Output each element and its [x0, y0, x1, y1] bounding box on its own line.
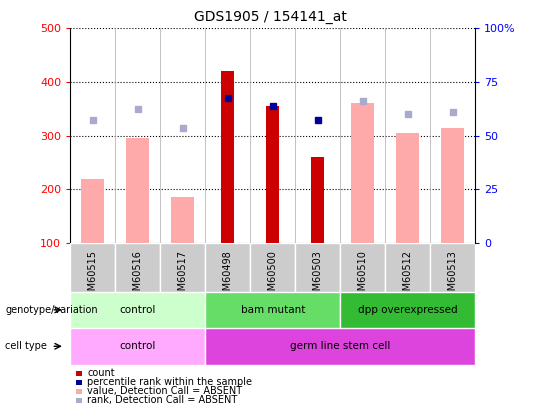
Bar	[396, 133, 419, 243]
Text: genotype/variation: genotype/variation	[5, 305, 98, 315]
Bar	[340, 292, 475, 328]
Text: GSM60515: GSM60515	[87, 250, 98, 303]
Text: GSM60500: GSM60500	[268, 250, 278, 303]
Bar	[311, 157, 325, 243]
Bar	[250, 243, 295, 292]
Bar	[70, 243, 115, 292]
Bar	[160, 243, 205, 292]
Text: GSM60498: GSM60498	[222, 250, 233, 303]
Bar	[430, 243, 475, 292]
Text: GSM60510: GSM60510	[357, 250, 368, 303]
Bar	[82, 179, 104, 243]
Text: GSM60513: GSM60513	[448, 250, 458, 303]
Text: percentile rank within the sample: percentile rank within the sample	[87, 377, 253, 387]
Bar	[70, 292, 205, 328]
Bar	[172, 197, 194, 243]
Text: dpp overexpressed: dpp overexpressed	[358, 305, 457, 315]
Text: germ line stem cell: germ line stem cell	[290, 341, 390, 351]
Text: GSM60517: GSM60517	[178, 250, 188, 303]
Text: GSM60516: GSM60516	[133, 250, 143, 303]
Bar	[442, 128, 464, 243]
Text: cell type: cell type	[5, 341, 48, 351]
Text: rank, Detection Call = ABSENT: rank, Detection Call = ABSENT	[87, 395, 238, 405]
Bar	[295, 243, 340, 292]
Bar	[340, 243, 385, 292]
Text: GDS1905 / 154141_at: GDS1905 / 154141_at	[193, 10, 347, 24]
Text: control: control	[119, 305, 156, 315]
Bar	[205, 243, 250, 292]
Text: count: count	[87, 368, 115, 378]
Bar	[221, 71, 234, 243]
Bar	[352, 104, 374, 243]
Bar	[70, 328, 205, 364]
Bar	[205, 292, 340, 328]
Bar	[385, 243, 430, 292]
Text: value, Detection Call = ABSENT: value, Detection Call = ABSENT	[87, 386, 242, 396]
Bar	[115, 243, 160, 292]
Text: GSM60503: GSM60503	[313, 250, 323, 303]
Text: control: control	[119, 341, 156, 351]
Text: GSM60512: GSM60512	[403, 250, 413, 303]
Bar	[266, 106, 280, 243]
Bar	[126, 139, 149, 243]
Text: bam mutant: bam mutant	[240, 305, 305, 315]
Bar	[205, 328, 475, 364]
